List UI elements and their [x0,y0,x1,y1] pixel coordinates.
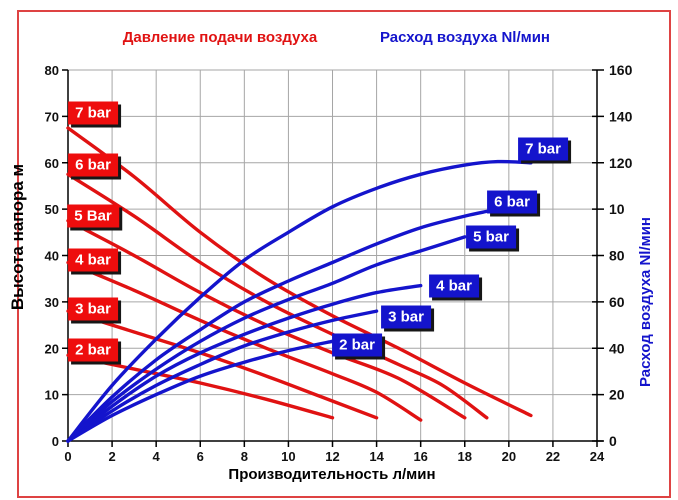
left-axis-tick-label: 40 [45,249,59,264]
curve-blue-6-bar [66,209,489,443]
x-axis-tick-label: 10 [281,449,295,464]
curve-label-red-2-bar: 2 bar [68,338,118,362]
curve-label-red-6-bar: 6 bar [68,153,118,177]
x-axis-tick-label: 20 [502,449,516,464]
left-axis-tick-label: 20 [45,341,59,356]
x-axis-tick-label: 0 [64,449,71,464]
left-axis-tick-label: 30 [45,295,59,310]
curve-red-3-bar [66,309,379,420]
curve-red-7-bar [66,126,533,418]
curve-label-red-5-bar: 5 Bar [67,204,119,228]
x-axis-tick-label: 8 [241,449,248,464]
right-axis-tick-label: 120 [609,155,633,171]
x-axis-tick-label: 4 [153,449,161,464]
x-axis-tick-label: 2 [108,449,115,464]
x-axis-tick-label: 6 [197,449,204,464]
curve-label-blue-4-bar: 4 bar [429,274,479,298]
curve-label-blue-7-bar: 7 bar [518,137,568,161]
right-axis-tick-label: 0 [609,433,617,449]
left-axis-tick-label: 50 [45,202,59,217]
x-axis-tick-label: 24 [590,449,605,464]
right-axis-tick-label: 160 [609,62,633,78]
curve-red-4-bar [66,260,423,422]
curve-label-blue-6-bar: 6 bar [487,190,537,214]
x-axis-tick-label: 14 [369,449,384,464]
right-axis-title: Расход воздуха Nl/мин [637,217,654,387]
air-consumption-title: Расход воздуха Nl/мин [380,29,550,46]
curve-label-blue-5-bar: 5 bar [466,225,516,249]
left-axis-tick-label: 70 [45,109,59,124]
air-supply-pressure-title: Давление подачи воздуха [122,29,318,46]
left-axis-tick-label: 80 [45,63,59,78]
x-axis-tick-label: 12 [325,449,339,464]
curve-red-2-bar [66,353,335,420]
right-axis-tick-label: 20 [609,387,625,403]
x-axis-tick-label: 18 [458,449,472,464]
curve-blue-3-bar [66,309,379,443]
right-axis-tick-label: 10 [609,201,625,217]
right-axis-tick-label: 40 [609,340,625,356]
left-axis-tick-label: 10 [45,388,59,403]
page-border [17,10,671,498]
x-axis-tick-label: 22 [546,449,560,464]
right-axis-tick-label: 60 [609,294,625,310]
curve-label-red-3-bar: 3 bar [68,297,118,321]
curve-label-red-7-bar: 7 bar [68,101,118,125]
left-axis-title: Высота напора м [8,163,27,311]
curve-label-blue-3-bar: 3 bar [381,305,431,329]
curve-blue-7-bar [66,159,533,443]
curve-label-red-4-bar: 4 bar [68,248,118,272]
left-axis-tick-label: 60 [45,156,59,171]
x-axis-tick-label: 16 [413,449,427,464]
right-axis-tick-label: 80 [609,248,625,264]
left-axis-tick-label: 0 [52,434,59,449]
right-axis-tick-label: 140 [609,108,633,124]
curve-blue-2-bar [66,339,335,443]
curve-label-blue-2-bar: 2 bar [332,333,382,357]
curve-blue-4-bar [66,283,423,443]
curve-blue-5-bar [66,235,467,443]
x-axis-title: Производительность л/мин [228,466,436,483]
